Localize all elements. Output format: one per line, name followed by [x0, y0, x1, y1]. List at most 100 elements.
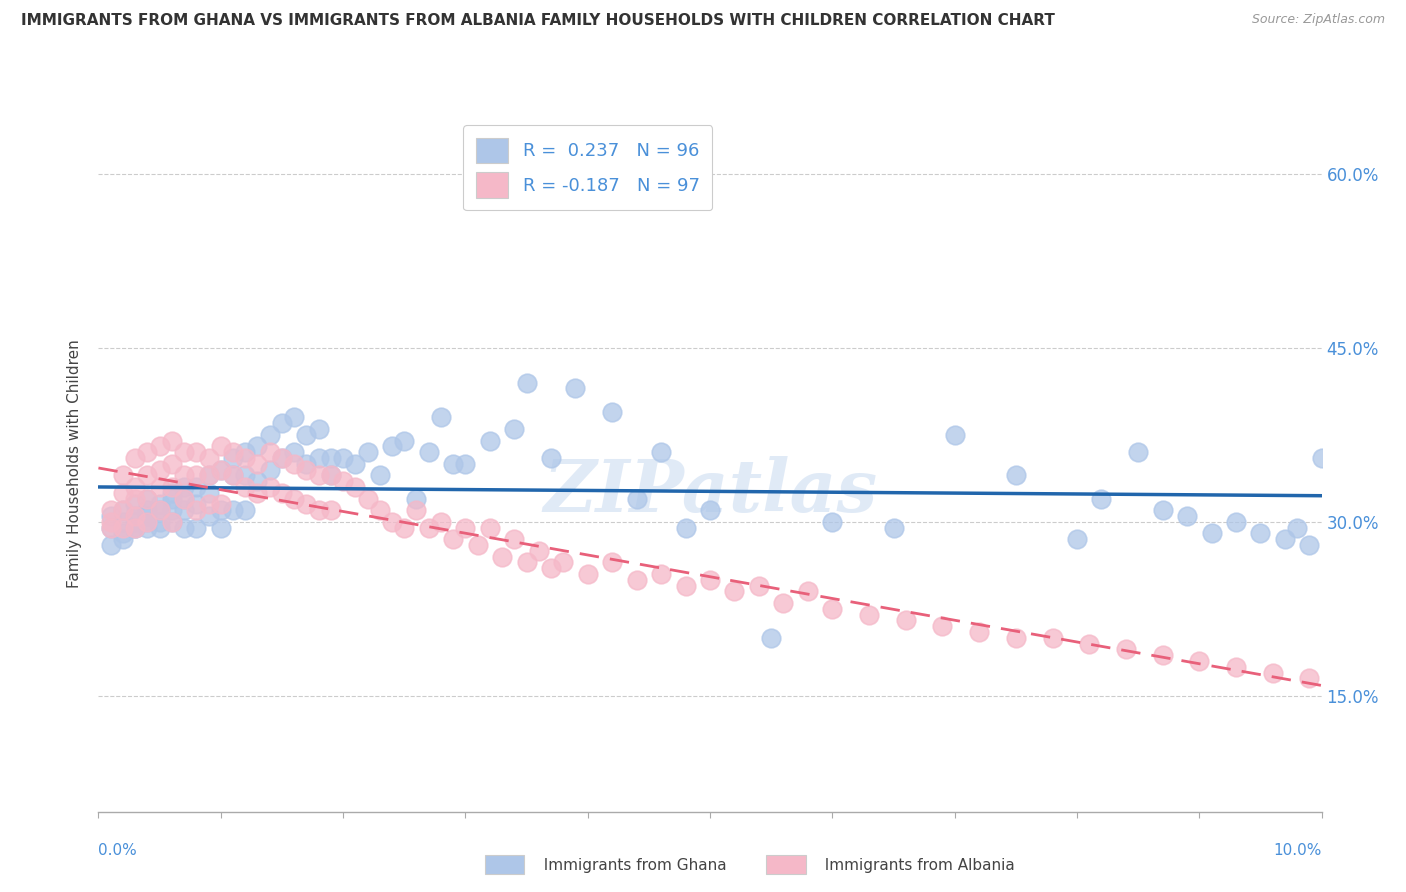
Point	[1201, 526, 1223, 541]
Point	[883, 520, 905, 534]
Point	[197, 468, 219, 483]
Point	[160, 434, 183, 448]
Point	[149, 515, 172, 529]
Point	[1274, 532, 1296, 546]
Point	[100, 503, 122, 517]
Point	[259, 462, 281, 476]
Text: 0.0%: 0.0%	[98, 843, 138, 858]
Point	[197, 485, 219, 500]
Point	[124, 491, 146, 506]
Point	[356, 491, 378, 506]
Point	[1152, 503, 1174, 517]
Point	[246, 474, 269, 488]
Point	[368, 468, 391, 483]
Point	[136, 508, 159, 523]
Point	[772, 596, 794, 610]
Point	[295, 457, 318, 471]
Point	[1261, 665, 1284, 680]
Point	[1004, 631, 1026, 645]
Text: Immigrants from Ghana: Immigrants from Ghana	[534, 858, 727, 872]
Point	[392, 434, 416, 448]
Point	[454, 457, 477, 471]
Point	[233, 480, 256, 494]
Point	[197, 497, 219, 511]
Point	[650, 567, 672, 582]
Point	[173, 520, 195, 534]
Text: Immigrants from Albania: Immigrants from Albania	[815, 858, 1015, 872]
Point	[111, 532, 134, 546]
Point	[111, 503, 134, 517]
Point	[821, 515, 844, 529]
Point	[478, 434, 501, 448]
Point	[626, 491, 648, 506]
Point	[356, 445, 378, 459]
Point	[124, 520, 146, 534]
Point	[124, 480, 146, 494]
Point	[527, 543, 550, 558]
Point	[124, 497, 146, 511]
Point	[1128, 445, 1150, 459]
Point	[344, 480, 367, 494]
Point	[173, 445, 195, 459]
Point	[100, 520, 122, 534]
Point	[233, 468, 256, 483]
Point	[186, 520, 208, 534]
Point	[858, 607, 880, 622]
Point	[111, 485, 134, 500]
Point	[308, 422, 330, 436]
Point	[344, 457, 367, 471]
Point	[392, 520, 416, 534]
Point	[283, 410, 305, 425]
Point	[124, 520, 146, 534]
Point	[111, 468, 134, 483]
Point	[160, 503, 183, 517]
Point	[173, 468, 195, 483]
Point	[160, 457, 183, 471]
Point	[259, 427, 281, 442]
Point	[308, 503, 330, 517]
Point	[246, 440, 269, 453]
Point	[295, 462, 318, 476]
Point	[149, 497, 172, 511]
Point	[1090, 491, 1112, 506]
Point	[222, 445, 245, 459]
Point	[1298, 538, 1320, 552]
Text: IMMIGRANTS FROM GHANA VS IMMIGRANTS FROM ALBANIA FAMILY HOUSEHOLDS WITH CHILDREN: IMMIGRANTS FROM GHANA VS IMMIGRANTS FROM…	[21, 13, 1054, 29]
Point	[160, 515, 183, 529]
Point	[197, 450, 219, 466]
Point	[1249, 526, 1271, 541]
Point	[233, 503, 256, 517]
Point	[100, 508, 122, 523]
Point	[259, 445, 281, 459]
Point	[136, 520, 159, 534]
Point	[222, 450, 245, 466]
Point	[467, 538, 489, 552]
Point	[136, 515, 159, 529]
Point	[405, 503, 427, 517]
Point	[149, 520, 172, 534]
Point	[136, 491, 159, 506]
Point	[160, 515, 183, 529]
Point	[160, 485, 183, 500]
Point	[222, 468, 245, 483]
Point	[1078, 637, 1101, 651]
Point	[516, 376, 538, 390]
Point	[699, 573, 721, 587]
Point	[516, 555, 538, 569]
Point	[197, 468, 219, 483]
Point	[149, 462, 172, 476]
Point	[503, 422, 526, 436]
Point	[124, 508, 146, 523]
Point	[418, 520, 440, 534]
Point	[173, 491, 195, 506]
Point	[319, 503, 342, 517]
Point	[699, 503, 721, 517]
Point	[894, 614, 917, 628]
Point	[283, 457, 305, 471]
Point	[332, 474, 354, 488]
Point	[1066, 532, 1088, 546]
Point	[368, 503, 391, 517]
Point	[308, 468, 330, 483]
Point	[675, 578, 697, 592]
Point	[124, 515, 146, 529]
